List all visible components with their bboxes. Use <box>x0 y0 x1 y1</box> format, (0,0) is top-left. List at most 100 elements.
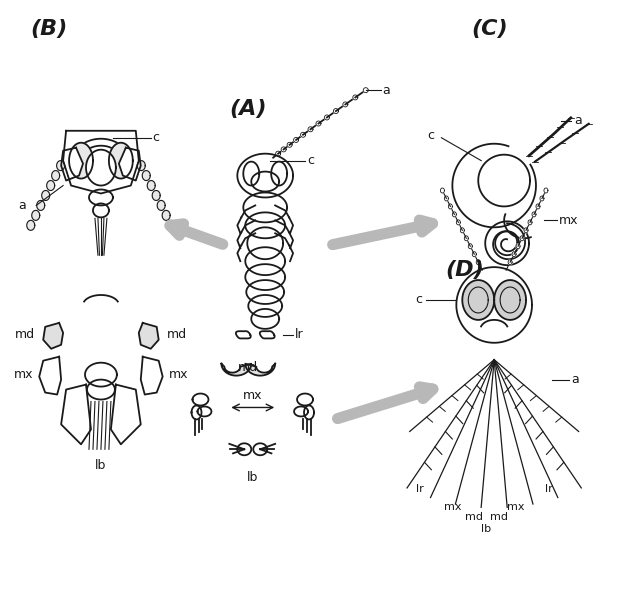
Polygon shape <box>301 132 306 137</box>
Polygon shape <box>61 147 83 181</box>
Polygon shape <box>304 406 314 419</box>
Text: mx: mx <box>169 368 188 381</box>
Polygon shape <box>139 323 159 349</box>
Polygon shape <box>246 280 284 304</box>
Text: mx: mx <box>507 502 525 512</box>
Polygon shape <box>445 196 448 201</box>
Polygon shape <box>246 264 285 290</box>
Polygon shape <box>246 363 275 375</box>
Polygon shape <box>532 212 536 217</box>
Polygon shape <box>37 201 45 210</box>
Polygon shape <box>119 147 141 181</box>
Polygon shape <box>137 160 145 170</box>
Polygon shape <box>46 181 55 191</box>
Polygon shape <box>324 115 329 120</box>
Text: lr: lr <box>545 484 553 494</box>
Polygon shape <box>162 210 170 220</box>
Polygon shape <box>246 213 285 238</box>
Polygon shape <box>343 102 348 107</box>
Polygon shape <box>281 147 286 152</box>
Polygon shape <box>524 228 528 233</box>
Text: md: md <box>167 329 187 342</box>
Polygon shape <box>243 192 287 223</box>
Polygon shape <box>193 394 208 406</box>
Text: c: c <box>307 154 314 167</box>
Polygon shape <box>512 252 516 257</box>
Polygon shape <box>508 260 512 265</box>
Polygon shape <box>494 280 526 320</box>
Polygon shape <box>353 95 358 100</box>
Polygon shape <box>251 172 279 191</box>
Text: mx: mx <box>443 502 461 512</box>
Polygon shape <box>460 228 464 233</box>
Polygon shape <box>167 220 175 230</box>
Text: a: a <box>19 199 26 212</box>
Text: (C): (C) <box>471 20 508 39</box>
Polygon shape <box>109 143 133 179</box>
Text: a: a <box>574 114 582 127</box>
Text: md: md <box>15 329 35 342</box>
Polygon shape <box>456 220 460 225</box>
Polygon shape <box>516 244 520 249</box>
Text: lb: lb <box>481 524 491 534</box>
Polygon shape <box>237 443 251 455</box>
Polygon shape <box>253 443 267 455</box>
Polygon shape <box>147 181 155 191</box>
Polygon shape <box>463 280 494 320</box>
Text: (D): (D) <box>445 260 484 280</box>
Polygon shape <box>251 309 279 329</box>
Polygon shape <box>297 394 313 406</box>
Text: lb: lb <box>95 459 107 472</box>
Polygon shape <box>43 323 63 349</box>
Text: md: md <box>490 512 508 522</box>
Polygon shape <box>221 363 251 375</box>
Text: a: a <box>571 373 578 386</box>
Polygon shape <box>294 137 299 143</box>
Polygon shape <box>287 142 292 147</box>
Polygon shape <box>142 170 150 181</box>
Text: md: md <box>465 512 483 522</box>
Text: lb: lb <box>247 471 258 484</box>
Polygon shape <box>316 121 321 126</box>
Polygon shape <box>27 220 35 230</box>
Polygon shape <box>468 244 472 249</box>
Polygon shape <box>456 267 532 343</box>
Polygon shape <box>440 188 445 193</box>
Polygon shape <box>63 131 139 194</box>
Polygon shape <box>198 407 211 416</box>
Polygon shape <box>260 331 275 339</box>
Polygon shape <box>56 160 64 170</box>
Polygon shape <box>236 331 250 339</box>
Polygon shape <box>32 210 40 220</box>
Polygon shape <box>86 150 116 185</box>
Polygon shape <box>69 143 93 179</box>
Polygon shape <box>528 220 532 225</box>
Polygon shape <box>294 407 308 416</box>
Polygon shape <box>85 363 117 387</box>
Polygon shape <box>472 252 476 257</box>
Polygon shape <box>248 295 282 317</box>
Text: c: c <box>427 129 435 142</box>
Text: mx: mx <box>559 214 578 227</box>
Polygon shape <box>93 204 109 217</box>
Text: (A): (A) <box>229 99 267 119</box>
Polygon shape <box>89 189 113 205</box>
Polygon shape <box>540 196 544 201</box>
Polygon shape <box>246 247 285 275</box>
Polygon shape <box>520 236 524 241</box>
Polygon shape <box>476 260 480 265</box>
Polygon shape <box>192 406 202 419</box>
Polygon shape <box>536 204 540 209</box>
Polygon shape <box>42 191 50 201</box>
Polygon shape <box>87 379 115 400</box>
Polygon shape <box>247 227 283 259</box>
Text: mx: mx <box>242 389 262 402</box>
Text: (B): (B) <box>30 20 68 39</box>
Polygon shape <box>363 88 368 93</box>
Text: lr: lr <box>415 484 423 494</box>
Text: a: a <box>383 83 391 96</box>
Polygon shape <box>51 170 60 181</box>
Polygon shape <box>153 191 160 201</box>
Polygon shape <box>334 108 339 114</box>
Polygon shape <box>308 127 313 132</box>
